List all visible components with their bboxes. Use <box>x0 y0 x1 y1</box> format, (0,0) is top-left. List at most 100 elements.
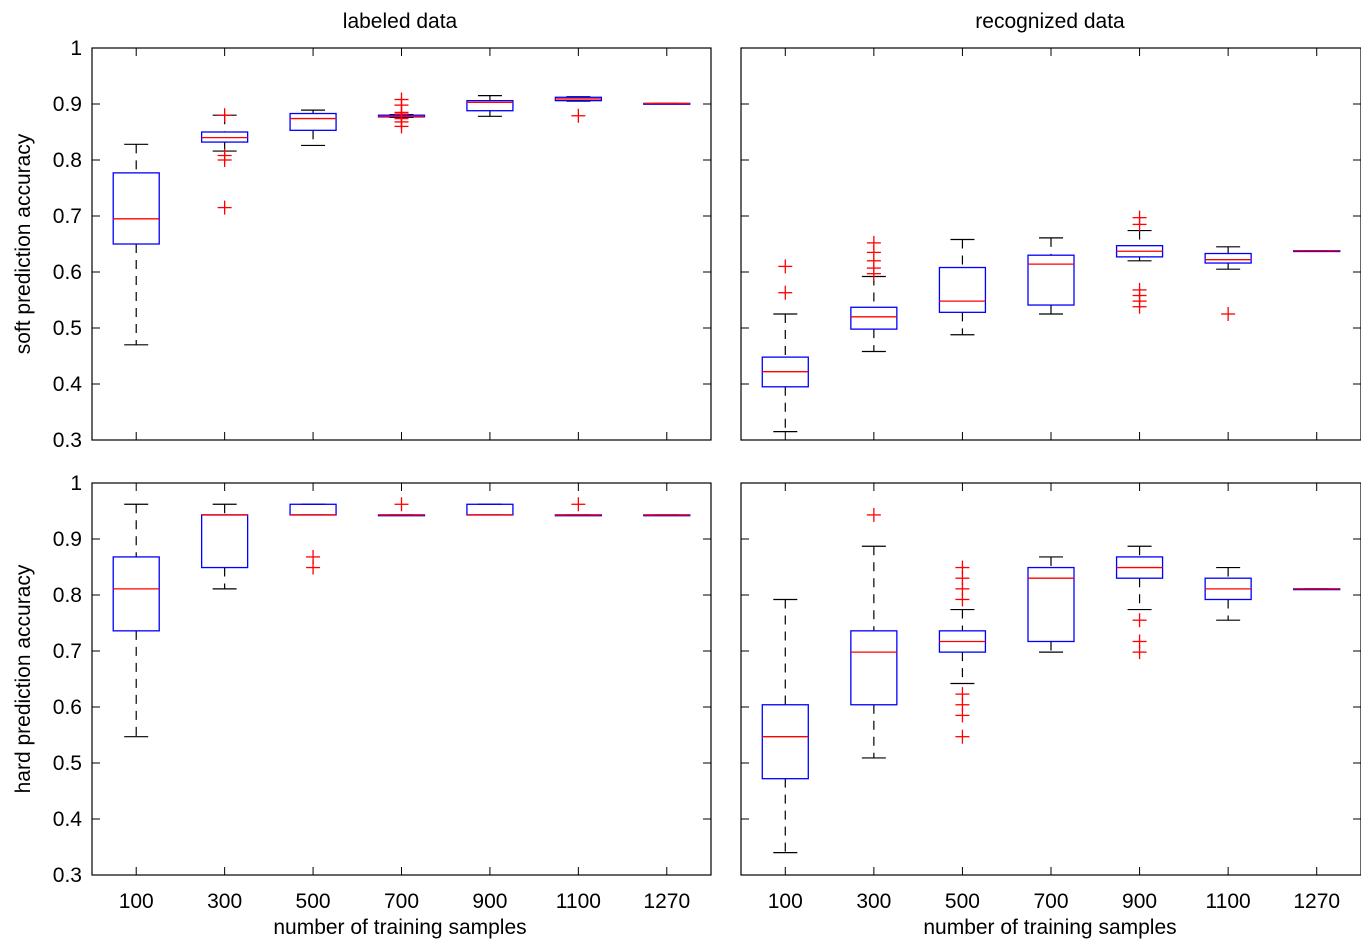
y-tick-label: 1 <box>70 472 82 495</box>
box-900 <box>466 503 514 516</box>
outlier-marker <box>571 497 586 512</box>
box-500 <box>938 560 987 744</box>
box-iqr <box>466 99 514 112</box>
box-900 <box>466 94 514 117</box>
y-tick-label: 0.5 <box>53 317 82 340</box>
box-700 <box>377 92 426 134</box>
box-iqr <box>200 514 249 569</box>
box-1100 <box>1204 566 1252 621</box>
outlier-marker <box>955 708 970 723</box>
outlier-marker <box>217 108 232 123</box>
box-1100 <box>554 497 603 517</box>
panel-labeled-hard-accuracy: hard prediction accuracy number of train… <box>12 472 712 939</box>
outlier-marker <box>778 285 793 300</box>
x-tick-label: 1100 <box>1206 890 1251 913</box>
y-tick-label: 1 <box>70 37 82 60</box>
box-iqr <box>289 503 337 516</box>
y-axis-label: hard prediction accuracy <box>12 564 35 793</box>
box-100 <box>112 503 160 738</box>
y-tick-label: 0.4 <box>53 373 83 396</box>
box-500 <box>289 109 337 147</box>
x-tick-label: 700 <box>384 890 419 913</box>
box-500 <box>289 503 337 575</box>
box-300 <box>850 507 898 759</box>
outlier-marker <box>955 729 970 744</box>
box-iqr <box>761 704 809 780</box>
y-tick-label: 0.8 <box>53 584 82 607</box>
outlier-marker <box>394 119 409 134</box>
outlier-marker <box>866 507 881 522</box>
outlier-marker <box>1132 613 1147 628</box>
box-700 <box>1027 556 1075 653</box>
x-tick-label: 100 <box>768 890 803 913</box>
x-tick-label: 700 <box>1033 890 1068 913</box>
y-tick-label: 0.8 <box>53 149 82 172</box>
y-tick-label: 0.4 <box>53 808 83 831</box>
box-900 <box>1115 210 1164 314</box>
outlier-marker <box>394 497 409 512</box>
box-1270 <box>1293 250 1341 253</box>
box-100 <box>112 143 160 346</box>
box-iqr <box>850 306 898 330</box>
y-tick-label: 0.9 <box>53 93 82 116</box>
y-axis-label: soft prediction accuracy <box>12 133 35 354</box>
outlier-marker <box>1221 307 1236 321</box>
box-100 <box>761 598 809 854</box>
box-1270 <box>643 102 691 105</box>
y-tick-label: 0.6 <box>53 261 82 284</box>
outlier-marker <box>217 153 232 167</box>
panel-recognized-hard-accuracy: number of training samples 100 300 500 700 9… <box>740 482 1361 939</box>
x-tick-label: 1100 <box>556 890 601 913</box>
axes-frame <box>91 482 712 876</box>
outlier-marker <box>571 108 586 123</box>
panel-title: recognized data <box>975 10 1125 33</box>
y-tick-label: 0.3 <box>53 429 82 452</box>
box-300 <box>200 108 249 215</box>
box-iqr <box>112 172 160 245</box>
y-tick-label: 0.9 <box>53 528 82 551</box>
outlier-marker <box>1132 645 1147 660</box>
outlier-marker <box>866 266 881 281</box>
x-tick-label: 900 <box>472 890 507 913</box>
box-iqr <box>289 112 337 131</box>
box-iqr <box>112 556 160 632</box>
x-tick-label: 900 <box>1122 890 1157 913</box>
x-tick-label: 500 <box>296 890 331 913</box>
outlier-marker <box>1132 217 1147 232</box>
box-iqr <box>938 266 987 313</box>
x-axis-label: number of training samples <box>923 916 1176 939</box>
y-tick-label: 0.7 <box>53 640 82 663</box>
box-iqr <box>850 630 898 706</box>
x-tick-label: 1270 <box>643 890 690 913</box>
x-axis-label: number of training samples <box>273 916 526 939</box>
y-tick-label: 0.5 <box>53 752 82 775</box>
y-tick-label: 0.3 <box>53 864 82 887</box>
outlier-marker <box>955 592 970 607</box>
panel-recognized-soft-accuracy: recognized data <box>740 10 1361 441</box>
x-tick-label: 300 <box>207 890 242 913</box>
x-tick-label: 500 <box>945 890 980 913</box>
outlier-marker <box>217 200 232 215</box>
axes-frame <box>740 482 1361 876</box>
x-tick-label: 300 <box>856 890 891 913</box>
box-iqr <box>1027 254 1075 306</box>
outlier-marker <box>306 560 321 575</box>
box-700 <box>1027 237 1075 315</box>
box-300 <box>200 503 249 590</box>
outlier-marker <box>778 259 793 274</box>
y-tick-label: 0.7 <box>53 205 82 228</box>
box-300 <box>850 235 898 353</box>
box-iqr <box>1027 566 1075 643</box>
panel-labeled-soft-accuracy: labeled data soft prediction accuracy 0.… <box>12 10 712 452</box>
panel-title: labeled data <box>343 10 458 33</box>
box-1100 <box>1204 246 1252 321</box>
box-500 <box>938 238 987 336</box>
box-iqr <box>1204 252 1252 264</box>
box-1270 <box>643 514 691 517</box>
box-1270 <box>1293 588 1341 591</box>
box-100 <box>761 259 809 433</box>
outlier-marker <box>1132 299 1147 314</box>
box-700 <box>377 497 426 517</box>
x-tick-label: 1270 <box>1293 890 1340 913</box>
